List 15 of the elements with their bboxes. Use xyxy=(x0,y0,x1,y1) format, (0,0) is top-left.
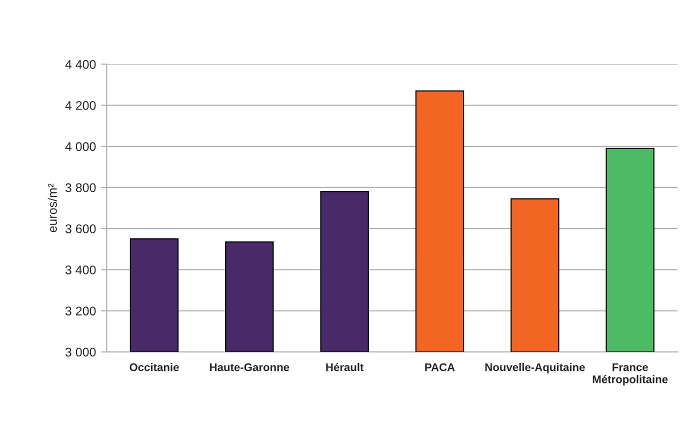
y-tick-label: 3 200 xyxy=(65,306,96,316)
x-tick-label: Hérault xyxy=(326,362,364,372)
y-tick-label: 3 000 xyxy=(65,348,96,357)
y-tick-label: 3 600 xyxy=(65,224,96,234)
x-tick-label: France Métropolitaine xyxy=(592,363,668,386)
y-axis-title: euros/m² xyxy=(48,184,57,232)
x-tick-label: PACA xyxy=(425,363,455,372)
y-tick-label: 3 400 xyxy=(65,265,96,274)
y-tick-label: 4 000 xyxy=(65,142,96,152)
x-tick-label: Nouvelle-Aquitaine xyxy=(485,363,585,374)
y-tick-label: 4 400 xyxy=(65,60,96,69)
y-tick-label: 4 200 xyxy=(65,101,96,110)
x-tick-label: Haute-Garonne xyxy=(210,363,290,372)
y-tick-label: 3 800 xyxy=(65,183,96,192)
x-tick-label: Occitanie xyxy=(130,363,179,372)
